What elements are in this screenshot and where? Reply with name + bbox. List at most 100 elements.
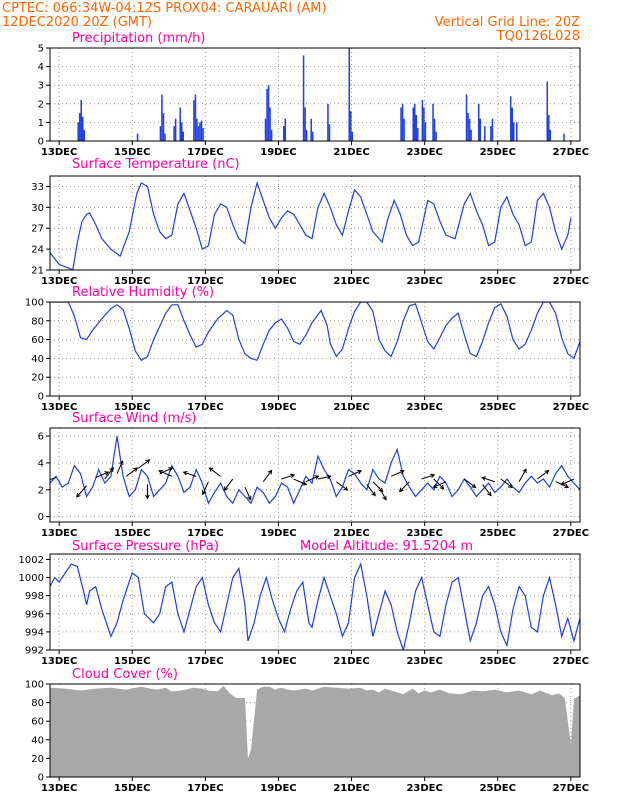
y-tick-label: 100: [25, 298, 44, 309]
header: CPTEC: 066:34W-04:12S PROX04: CARAUARI (…: [2, 1, 580, 44]
x-tick-label: 21DEC: [333, 276, 369, 287]
precip-bar: [491, 118, 494, 141]
plot-area-press: [50, 562, 580, 650]
panel-frame: [49, 553, 581, 651]
plot-area-rh: [50, 302, 580, 362]
header-grid-note: Vertical Grid Line: 20Z: [435, 15, 580, 30]
precip-bar: [269, 107, 271, 141]
x-tick-label: 15DEC: [114, 783, 150, 794]
wind-arrow: [482, 484, 492, 496]
wind-arrow: [202, 481, 209, 495]
x-tick-label: 25DEC: [480, 276, 516, 287]
y-tick-label: 21: [31, 266, 44, 277]
y-tick-label: 3: [38, 81, 44, 92]
wind-arrow: [244, 486, 251, 500]
precip-bar: [193, 100, 195, 141]
precip-bar: [350, 111, 352, 141]
wind-arrow-head: [109, 466, 114, 472]
precip-bar: [77, 122, 79, 141]
x-tick-label: 23DEC: [406, 656, 442, 667]
precip-bar: [351, 131, 354, 141]
series-line-wind: [50, 436, 580, 505]
x-tick-label: 27DEC: [553, 147, 589, 158]
precip-bar: [348, 48, 351, 141]
panel-rh: Relative Humidity (%) 0 20 40 60 80 100 13DEC 15…: [25, 285, 589, 413]
wind-arrow-head: [343, 486, 349, 491]
y-tick-label: 2: [38, 99, 44, 110]
wind-arrow-head: [560, 481, 566, 486]
x-tick-label: 17DEC: [187, 276, 223, 287]
wind-arrow: [390, 470, 404, 477]
precip-bar: [470, 129, 472, 141]
precip-bar: [196, 118, 198, 141]
series-line-rh: [50, 302, 580, 362]
precip-bar: [283, 126, 285, 141]
y-tick-label: 6: [38, 432, 44, 443]
precip-bar: [327, 103, 329, 141]
precip-bar: [421, 100, 424, 141]
wind-arrow: [433, 478, 444, 490]
wind-arrow-head: [544, 470, 550, 475]
y-tick-label: 992: [25, 646, 44, 657]
wind-arrow-head: [430, 473, 436, 479]
header-location: CPTEC: 066:34W-04:12S PROX04: CARAUARI (…: [2, 1, 327, 16]
precip-bar: [194, 94, 197, 141]
wind-arrow-head: [158, 469, 164, 475]
y-tick-label: 1: [38, 118, 44, 129]
precip-bar: [162, 113, 165, 141]
x-tick-label: 25DEC: [480, 147, 516, 158]
x-tick-label: 21DEC: [333, 402, 369, 413]
precip-bar: [305, 129, 308, 141]
wind-arrow-head: [104, 471, 110, 476]
wind-arrow: [366, 484, 376, 496]
precip-bar: [490, 126, 492, 141]
y-tick-label: 0: [38, 392, 44, 403]
y-tick-label: 27: [31, 224, 44, 235]
wind-arrow: [76, 485, 87, 498]
wind-arrow-head: [399, 469, 405, 475]
wind-arrow: [336, 481, 348, 491]
plot-area-wind: [50, 436, 580, 505]
wind-arrow-head: [290, 473, 296, 479]
wind-arrow: [537, 470, 549, 480]
x-tick-label: 19DEC: [260, 656, 296, 667]
y-tick-label: 994: [25, 627, 44, 638]
wind-arrow-head: [564, 483, 570, 489]
panel-wind: Surface Wind (m/s) 0 2 4 6 13DEC 15DEC 17DEC 19D…: [38, 411, 589, 539]
x-tick-label: 23DEC: [406, 402, 442, 413]
wind-arrow: [125, 467, 138, 477]
wind-arrow: [104, 467, 114, 480]
wind-arrow: [378, 486, 387, 500]
x-tick-label: 13DEC: [41, 147, 77, 158]
panel-temp: Surface Temperature (nC) 21 24 27 30 33 13DEC 1…: [31, 157, 589, 287]
precip-bar: [413, 103, 416, 141]
x-tick-label: 19DEC: [260, 528, 296, 539]
x-tick-label: 13DEC: [41, 276, 77, 287]
precip-bar: [174, 118, 177, 141]
precip-bar: [197, 126, 200, 141]
x-tick-label: 21DEC: [333, 656, 369, 667]
panels: Precipitation (mm/h) 0 1 2 3 4 5 13DEC 15DEC 17DE…: [19, 31, 590, 794]
precip-bar: [173, 126, 175, 141]
precip-bar: [548, 114, 550, 141]
y-tick-label: 0: [38, 137, 44, 148]
precip-bar: [264, 118, 267, 141]
precip-bar: [164, 133, 166, 141]
panel-title-wind: Surface Wind (m/s): [72, 411, 196, 426]
y-tick-label: 0: [38, 512, 44, 523]
precip-bar: [484, 126, 486, 141]
precip-bar: [433, 118, 436, 141]
y-tick-label: 2: [38, 485, 44, 496]
x-tick-label: 23DEC: [406, 528, 442, 539]
y-tick-label: 5: [38, 44, 44, 55]
x-tick-label: 25DEC: [480, 402, 516, 413]
x-tick-label: 27DEC: [553, 656, 589, 667]
precip-bar: [81, 116, 84, 141]
panel-frame: [49, 175, 581, 271]
precip-bar: [465, 94, 468, 141]
precip-bar: [477, 103, 480, 141]
precip-bar: [180, 122, 183, 141]
panel-cloud: Cloud Cover (%) 0 20 40 60 80 100 13DEC 15DEC 17D…: [25, 667, 589, 794]
wind-arrow-head: [145, 459, 151, 464]
precip-bar: [468, 118, 471, 141]
